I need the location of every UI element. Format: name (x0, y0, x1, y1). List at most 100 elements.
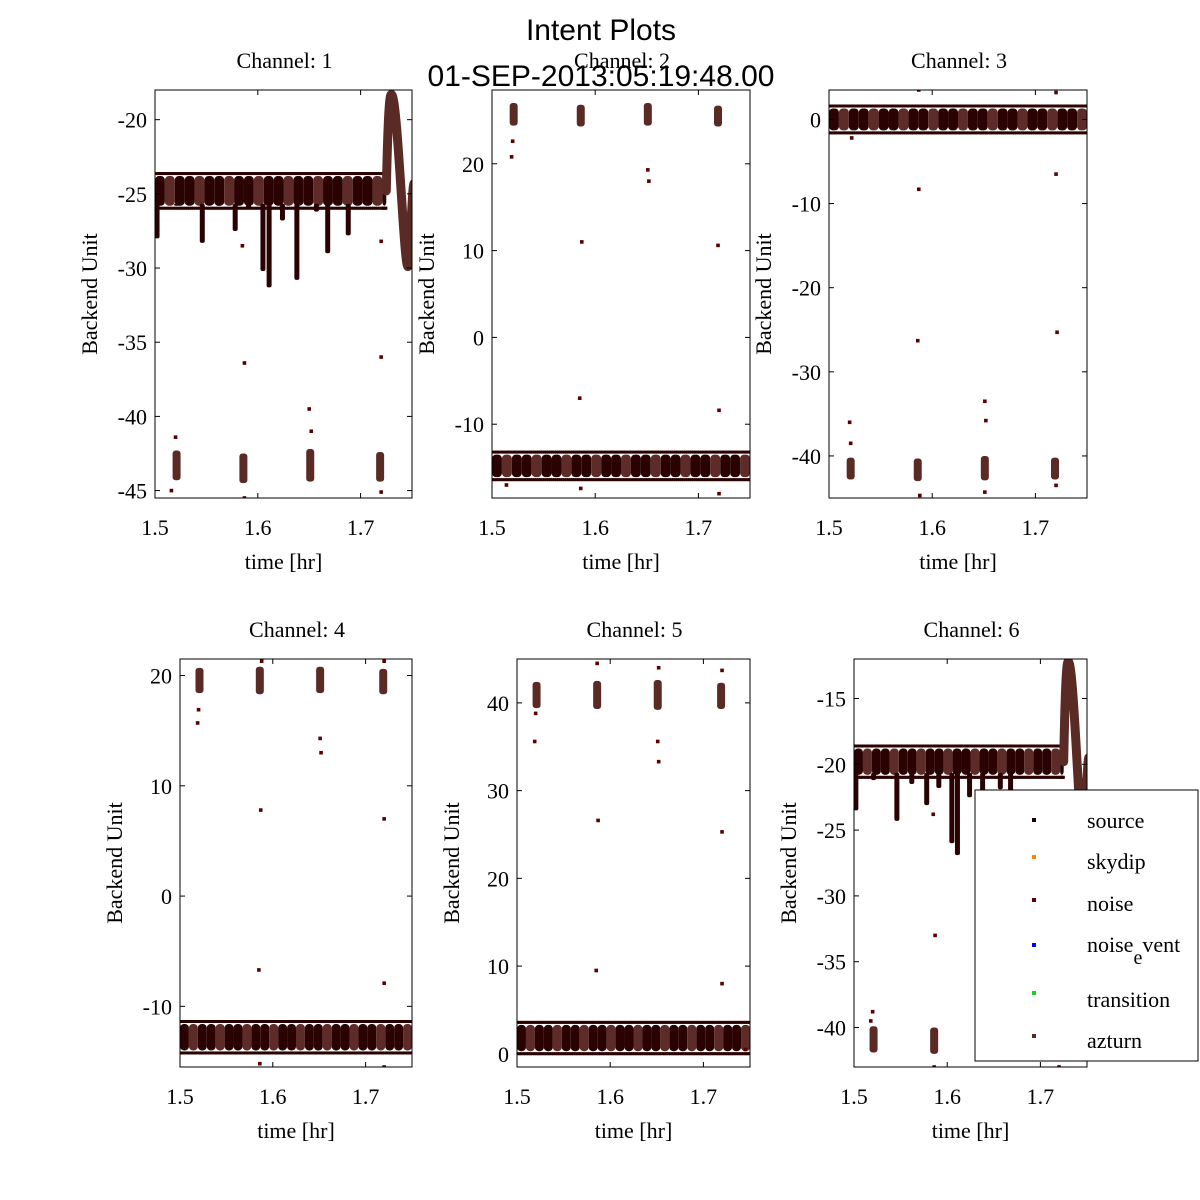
channel-2-baseline-point (492, 450, 495, 454)
channel-6-baseline-point (908, 744, 912, 748)
channel-1-baseline-point (221, 206, 225, 210)
channel-6-baseline-point (953, 744, 957, 748)
channel-3-baseline-segment (898, 108, 909, 131)
channel-3-baseline-point (1044, 104, 1048, 108)
channel-4-baseline-point (211, 1019, 215, 1023)
channel-5-baseline-point (704, 1052, 708, 1056)
channel-2-baseline-point (626, 450, 630, 454)
channel-1-baseline-segment (184, 176, 195, 206)
channel-4-baseline-point (370, 1019, 374, 1023)
channel-5-baseline-point (663, 1020, 667, 1024)
channel-2-baseline-point (584, 450, 588, 454)
channel-4-baseline-point (240, 1019, 244, 1023)
channel-2-title: Channel: 2 (574, 48, 670, 73)
channel-1-baseline-point (340, 172, 344, 176)
channel-4-baseline-point (281, 1051, 285, 1055)
channel-3-outlier-point (916, 90, 921, 92)
channel-6-baseline-point (955, 744, 959, 748)
channel-5-outlier-point (594, 968, 599, 973)
channel-3-baseline-point (888, 104, 892, 108)
channel-3-baseline-segment (997, 108, 1008, 131)
legend-box (974, 789, 1199, 1062)
channel-3-baseline-point (1003, 104, 1007, 108)
channel-1-xtick-label: 1.6 (244, 515, 272, 540)
channel-1-baseline-point (162, 172, 166, 176)
channel-6-baseline-point (864, 775, 868, 779)
channel-1-outlier-point (309, 429, 314, 434)
channel-4-baseline-point (238, 1019, 242, 1023)
channel-6-baseline-point (1021, 775, 1025, 779)
channel-1-baseline-segment (214, 176, 225, 206)
channel-6-baseline-segment (979, 748, 989, 775)
channel-3-baseline-point (963, 131, 967, 135)
channel-3-baseline-point (933, 131, 937, 135)
channel-4-baseline-point (397, 1051, 401, 1055)
channel-5-baseline-point (589, 1052, 593, 1056)
channel-6-baseline-point (889, 775, 893, 779)
channel-6-baseline-point (932, 775, 936, 779)
channel-1-outlier-point (307, 407, 311, 411)
channel-5-baseline-point (636, 1020, 640, 1024)
channel-3-baseline-point (844, 131, 848, 135)
channel-5-title: Channel: 5 (587, 617, 683, 642)
channel-6-ytick-label: -40 (817, 1016, 846, 1041)
channel-2-baseline-point (662, 478, 666, 482)
channel-4-baseline-point (334, 1051, 338, 1055)
channel-1-baseline-point (275, 172, 279, 176)
channel-3-baseline-segment (878, 108, 889, 131)
channel-2-baseline-point (553, 450, 557, 454)
channel-3-baseline-point (905, 104, 909, 108)
channel-5-baseline-point (616, 1020, 620, 1024)
channel-5-baseline-segment (561, 1024, 571, 1052)
channel-6-baseline-point (865, 775, 869, 779)
channel-5-baseline-point (575, 1020, 579, 1024)
channel-4-baseline-point (391, 1019, 395, 1023)
channel-4-baseline-point (373, 1019, 377, 1023)
channel-4-baseline-point (206, 1019, 210, 1023)
channel-5-baseline-point (722, 1020, 726, 1024)
channel-6-baseline-point (946, 744, 950, 748)
channel-1-baseline-point (188, 206, 192, 210)
channel-3-baseline-point (1013, 104, 1017, 108)
channel-3-baseline-point (911, 104, 915, 108)
channel-2-baseline-point (670, 478, 674, 482)
channel-3-xtick-label: 1.6 (918, 515, 946, 540)
channel-3-baseline-point (985, 131, 989, 135)
channel-6-baseline-point (1009, 744, 1013, 748)
channel-3-baseline-point (967, 131, 971, 135)
channel-2-baseline-point (511, 450, 515, 454)
channel-3-baseline-point (1005, 104, 1009, 108)
channel-1-baseline-point (358, 172, 362, 176)
channel-3-baseline-point (971, 131, 975, 135)
channel-3-baseline-point (846, 104, 850, 108)
channel-5-baseline-point (650, 1020, 654, 1024)
channel-4-baseline-point (336, 1019, 340, 1023)
channel-6-baseline-point (858, 744, 862, 748)
channel-2-baseline-point (564, 478, 568, 482)
channel-4-baseline-point (250, 1019, 254, 1023)
channel-6-baseline-point (959, 744, 963, 748)
channel-5-baseline-point (607, 1020, 611, 1024)
channel-4-baseline-point (241, 1019, 245, 1023)
channel-6-baseline-point (898, 744, 902, 748)
channel-2-baseline-point (685, 478, 689, 482)
channel-6-baseline-point (865, 744, 869, 748)
channel-5-baseline-point (692, 1020, 696, 1024)
channel-4-baseline-point (224, 1019, 228, 1023)
channel-4-baseline-segment (340, 1023, 350, 1051)
channel-1-baseline-point (366, 172, 370, 176)
channel-4-baseline-point (375, 1019, 379, 1023)
channel-5-baseline-segment (579, 1024, 589, 1052)
channel-2-baseline-point (545, 478, 549, 482)
channel-1-cluster (172, 450, 181, 481)
channel-4-baseline-point (220, 1051, 224, 1055)
channel-5-baseline-point (688, 1020, 692, 1024)
channel-3-baseline-point (1036, 104, 1040, 108)
channel-6-baseline-point (917, 775, 921, 779)
channel-5-baseline-point (584, 1020, 588, 1024)
channel-5-baseline-point (709, 1052, 713, 1056)
channel-1-baseline-point (253, 206, 257, 210)
channel-3-ylabel: Backend Unit (751, 233, 776, 355)
